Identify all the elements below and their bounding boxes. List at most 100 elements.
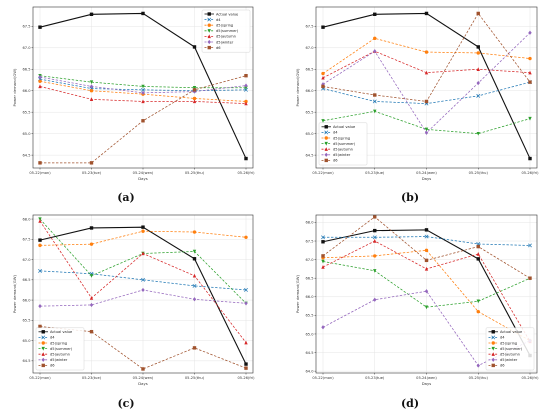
panel-d-legend-label-2: d5(spring — [500, 341, 517, 345]
panel-d-series-6-point-1 — [373, 215, 377, 219]
panel-a-legend-marker-1 — [207, 17, 212, 22]
panel-b-series-4-point-2 — [424, 70, 429, 75]
panel-c-series-2-point-1 — [89, 242, 94, 246]
panel-d-legend-label-0: Actual value — [500, 330, 523, 334]
panel-d-series-6 — [321, 215, 532, 280]
panel-c-legend-label-1: d4 — [50, 336, 55, 340]
panel-a-series-4 — [38, 84, 248, 106]
panel-d-series-5-point-1 — [373, 297, 377, 302]
panel-a-series-6-point-4 — [244, 73, 248, 78]
panel-d-series-2-point-1 — [373, 254, 377, 258]
panel-d-series-1-point-2 — [424, 234, 429, 239]
panel-b-legend-marker-1 — [324, 130, 329, 135]
panel-c-legend-label-4: d5(autumn — [50, 353, 70, 357]
panel-b-legend-box — [318, 122, 368, 166]
panel-d: 64.0 64.5 65.0 65.5 66.0 66.5 67.0 67.5 68.0 05-2… — [295, 214, 539, 410]
panel-b-ytick-label-0: 64.5 — [305, 153, 313, 157]
panel-b-series-4-point-4 — [528, 70, 532, 75]
panel-b-legend-marker-6 — [324, 158, 328, 163]
panel-a-legend-marker-6 — [207, 45, 211, 50]
panel-a-series-0-point-4 — [244, 156, 248, 161]
panel-b-series-6-point-1 — [373, 93, 377, 97]
panel-c-legend-marker-4 — [41, 352, 45, 356]
panel-d-series-5-point-0 — [321, 325, 325, 330]
panel-c-ytick-label-7: 68.0 — [22, 217, 31, 221]
panel-d-yaxis-label: Power demand(GW) — [295, 275, 300, 313]
panel-c-series-0-point-1 — [89, 226, 94, 230]
panel-c-series-1-point-4 — [244, 288, 248, 292]
panel-b-series-3-point-0 — [321, 119, 325, 123]
panel-c-series-1-point-0 — [38, 268, 42, 273]
panel-c-ytick-label-2: 65.5 — [22, 319, 30, 323]
panel-c-series-3-point-3 — [192, 249, 197, 254]
panel-d-legend-marker-1-stroke-b — [491, 335, 496, 340]
panel-a-series-2-point-0 — [38, 79, 42, 83]
panel-c-caption: (c) — [117, 397, 134, 410]
panel-b-series-3-point-1 — [373, 109, 377, 114]
panel-b-series-6-point-0 — [321, 84, 325, 89]
panel-c: 64.5 65.0 65.5 66.0 66.5 67.0 67.5 68.0 05-22(mo… — [12, 214, 255, 410]
panel-c-series-0 — [38, 225, 248, 366]
panel-b-series-6-point-4 — [528, 80, 532, 84]
panel-a-frame — [32, 6, 254, 169]
panel-d-series-1-line — [323, 236, 531, 246]
panel-d-series-3-point-0 — [321, 259, 325, 264]
panel-a-legend-marker-3 — [207, 29, 211, 33]
panel-a-series-5 — [38, 74, 248, 95]
panel-b-series-3-point-2 — [424, 127, 429, 132]
panel-a-legend-box — [201, 9, 251, 53]
panel-a-series-3-point-2 — [141, 84, 145, 89]
panel-a-series-6-point-3 — [192, 88, 197, 92]
panel-b-yaxis-label: Power demand(GW) — [295, 68, 300, 106]
panel-d-series-4-point-2 — [424, 266, 429, 271]
panel-d-ytick-label-6: 67.0 — [305, 258, 314, 262]
panel-b-legend-label-1: d4 — [333, 131, 338, 135]
panel-c-series-5-point-1 — [89, 302, 94, 308]
panel-d-xaxis-label: Days — [422, 381, 431, 386]
panel-d-series-4-point-3 — [476, 252, 480, 256]
panel-d-legend-box — [485, 327, 535, 371]
panel-c-series-4 — [38, 219, 248, 345]
panel-b-series-5-point-2 — [424, 130, 429, 135]
panel-d-legend-label-3: d5(summer) — [500, 347, 523, 351]
panel-c-series-2-point-4 — [244, 235, 248, 239]
panel-a-legend-marker-1-stroke-b — [207, 17, 212, 22]
panel-c-series-4-point-2 — [141, 251, 145, 256]
panel-a-series-2-point-1 — [89, 89, 94, 93]
panel-a-xtick-label-4: 05-26(fri) — [238, 171, 256, 175]
panel-c-xtick-label-3: 05-25(thu) — [185, 376, 205, 380]
panel-d-series-0-point-1 — [373, 228, 377, 233]
panel-c-series-1-point-3-stroke-b — [192, 283, 197, 288]
panel-c-series-2-point-3 — [192, 230, 197, 234]
panel-b-series-6 — [321, 11, 532, 104]
panel-a-legend-marker-0 — [207, 12, 211, 16]
panel-d-legend-label-6: d6 — [500, 364, 505, 368]
panel-a-ytick-label-6: 67.5 — [22, 25, 30, 29]
panel-d-legend-marker-0 — [491, 330, 495, 334]
panel-c-legend-label-3: d5(summer) — [50, 347, 73, 351]
panel-d-series-0-point-2 — [424, 228, 429, 232]
panel-a-series-0 — [38, 11, 248, 161]
panel-b-legend-marker-3 — [324, 141, 328, 146]
panel-d-series-0-point-0 — [321, 240, 325, 244]
panel-a-legend-label-5: d5(winter — [216, 40, 234, 44]
panel-c-yaxis-label: Power demand(GW) — [12, 275, 17, 313]
panel-d-series-3-point-2 — [424, 305, 429, 310]
panel-a-series-6 — [38, 73, 248, 165]
panel-b-series-2-point-0 — [321, 71, 325, 76]
panel-a-series-5-point-0 — [38, 74, 42, 80]
panel-b-series-0-point-2 — [424, 11, 429, 16]
panel-d-ytick-label-0: 64.0 — [305, 369, 314, 373]
panel-d-ytick-label-1: 64.5 — [305, 351, 313, 355]
panel-b-legend-marker-2 — [324, 136, 328, 140]
panel-c-series-6 — [38, 324, 248, 371]
panel-d-ytick-label-2: 65.0 — [305, 332, 314, 336]
panel-d-series-1-point-2-stroke-b — [424, 234, 429, 239]
panel-d-series-2-point-2 — [424, 248, 429, 253]
panel-a-series-5-point-4 — [244, 83, 248, 88]
panel-a-series-5-point-1 — [89, 84, 94, 89]
panel-d-xtick-label-3: 05-25(thu) — [469, 376, 489, 380]
